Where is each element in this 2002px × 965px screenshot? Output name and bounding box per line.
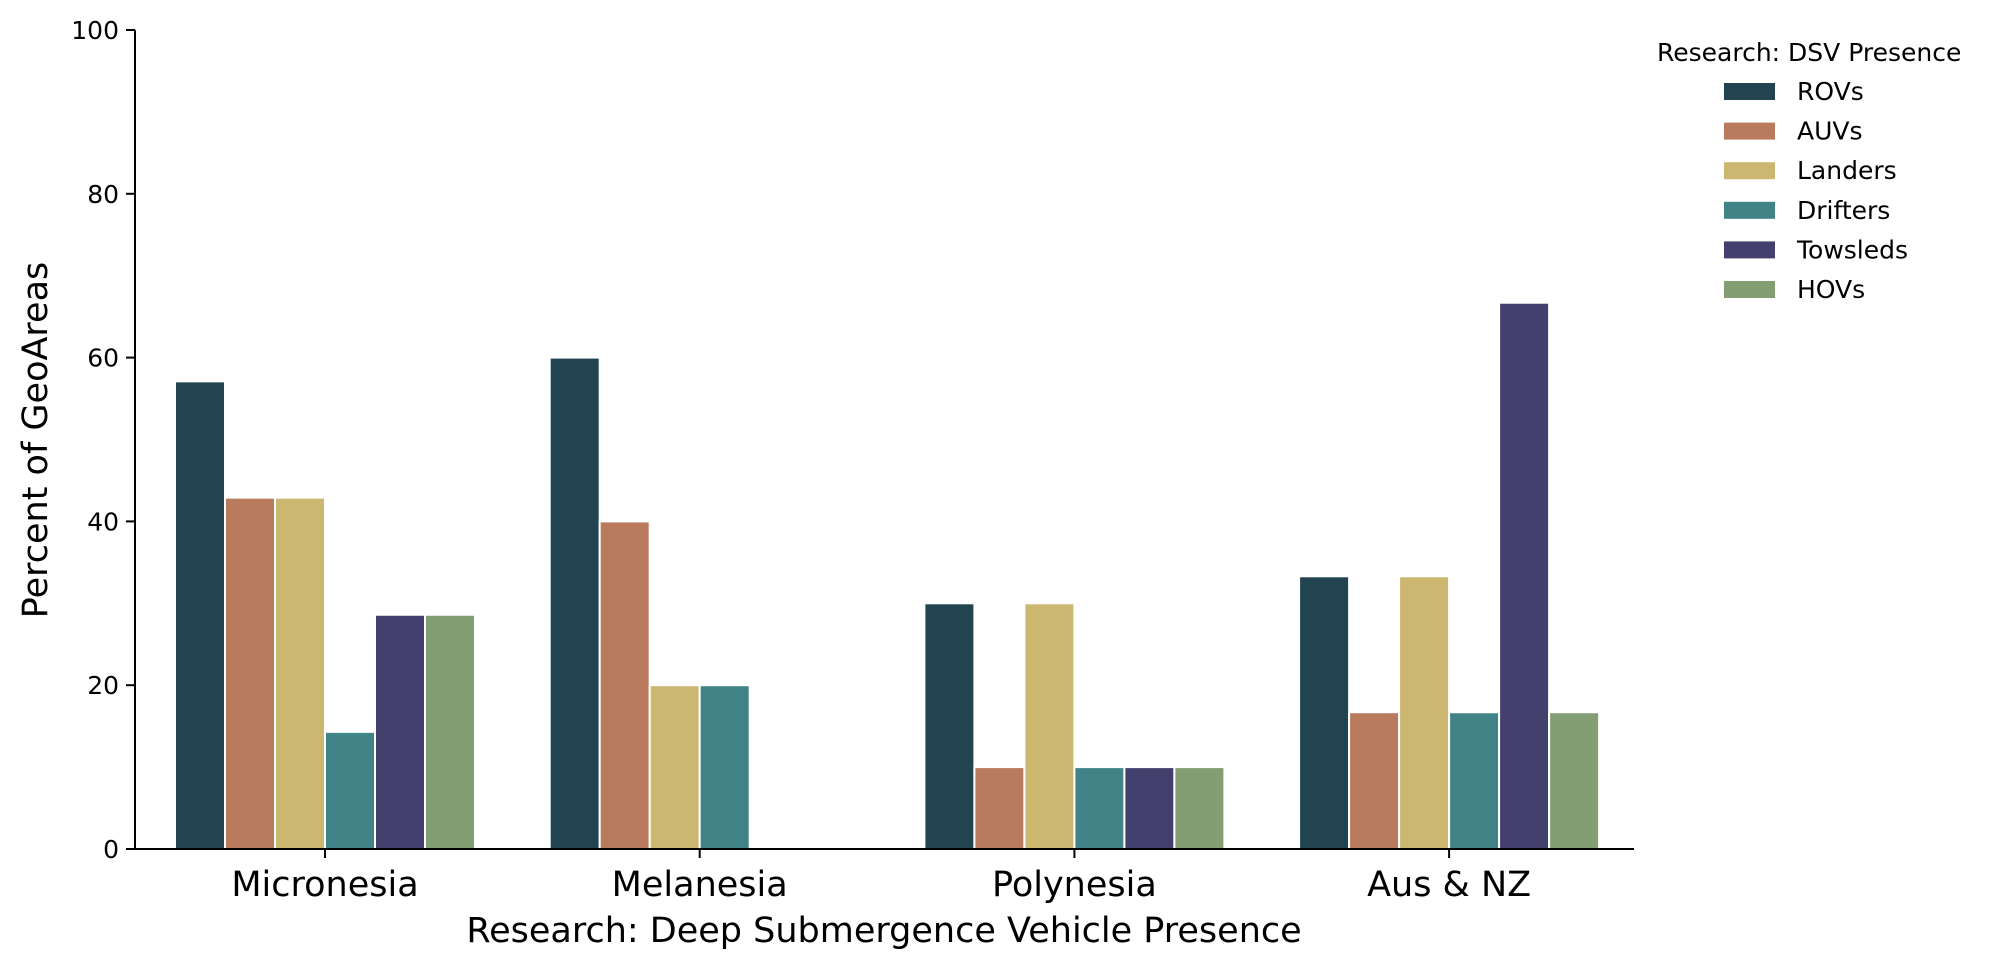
legend-swatch-drifters xyxy=(1724,201,1775,219)
bar-auvs-melanesia xyxy=(598,520,651,851)
bar-hovs-micronesia xyxy=(424,613,476,850)
bar-rovs-micronesia xyxy=(174,380,226,850)
legend-label-auvs: AUVs xyxy=(1797,117,1863,146)
bar-landers-polynesia xyxy=(1023,602,1076,850)
bar-towsleds-polynesia xyxy=(1123,766,1176,850)
y-ticks-group: 0 20 40 60 80 100 xyxy=(71,16,135,864)
bar-landers-micronesia xyxy=(274,496,326,850)
legend-swatch-hovs xyxy=(1724,281,1775,298)
y-tick-label: 80 xyxy=(87,180,119,209)
x-tick-label-micronesia: Micronesia xyxy=(231,865,418,905)
x-tick-label-aus-nz: Aus & NZ xyxy=(1367,865,1531,905)
bar-landers-aus-nz xyxy=(1398,575,1451,850)
y-axis-label: Percent of GeoAreas xyxy=(16,262,56,619)
x-axis-label: Research: Deep Submergence Vehicle Prese… xyxy=(466,911,1301,951)
x-tick-label-melanesia: Melanesia xyxy=(612,865,788,905)
legend-label-landers: Landers xyxy=(1797,156,1897,185)
legend: Research: DSV Presence ROVs AUVs Landers Dr… xyxy=(1657,38,1961,304)
y-tick-label: 100 xyxy=(71,16,119,45)
legend-swatch-landers xyxy=(1724,162,1775,180)
legend-swatch-towsleds xyxy=(1724,241,1775,259)
bar-towsleds-micronesia xyxy=(374,613,426,850)
bar-auvs-aus-nz xyxy=(1348,711,1401,850)
legend-swatch-auvs xyxy=(1724,122,1775,140)
bar-auvs-polynesia xyxy=(973,766,1026,850)
bar-drifters-melanesia xyxy=(698,684,751,851)
y-tick-label: 40 xyxy=(87,507,119,536)
bar-drifters-micronesia xyxy=(324,730,376,850)
bar-landers-melanesia xyxy=(648,684,701,851)
axes-group xyxy=(134,30,1634,850)
legend-label-hovs: HOVs xyxy=(1797,275,1865,304)
x-tick-label-polynesia: Polynesia xyxy=(992,865,1157,905)
bar-towsleds-aus-nz xyxy=(1498,301,1551,850)
x-ticks-group: Micronesia Melanesia Polynesia Aus & NZ xyxy=(231,849,1531,905)
legend-label-towsleds: Towsleds xyxy=(1796,235,1908,264)
y-tick-label: 60 xyxy=(87,344,119,373)
bar-rovs-aus-nz xyxy=(1298,575,1351,850)
legend-label-rovs: ROVs xyxy=(1797,77,1864,106)
bar-auvs-micronesia xyxy=(224,496,276,850)
bar-hovs-aus-nz xyxy=(1548,711,1601,850)
bars-group xyxy=(174,301,1601,851)
bar-rovs-melanesia xyxy=(548,356,601,850)
bar-drifters-polynesia xyxy=(1073,766,1126,850)
y-tick-label: 0 xyxy=(103,835,119,864)
bar-rovs-polynesia xyxy=(923,602,976,850)
y-tick-label: 20 xyxy=(87,671,119,700)
bar-hovs-polynesia xyxy=(1173,766,1226,850)
legend-swatch-rovs xyxy=(1724,83,1775,100)
legend-title: Research: DSV Presence xyxy=(1657,38,1961,67)
bar-drifters-aus-nz xyxy=(1448,711,1501,850)
legend-label-drifters: Drifters xyxy=(1797,196,1890,225)
